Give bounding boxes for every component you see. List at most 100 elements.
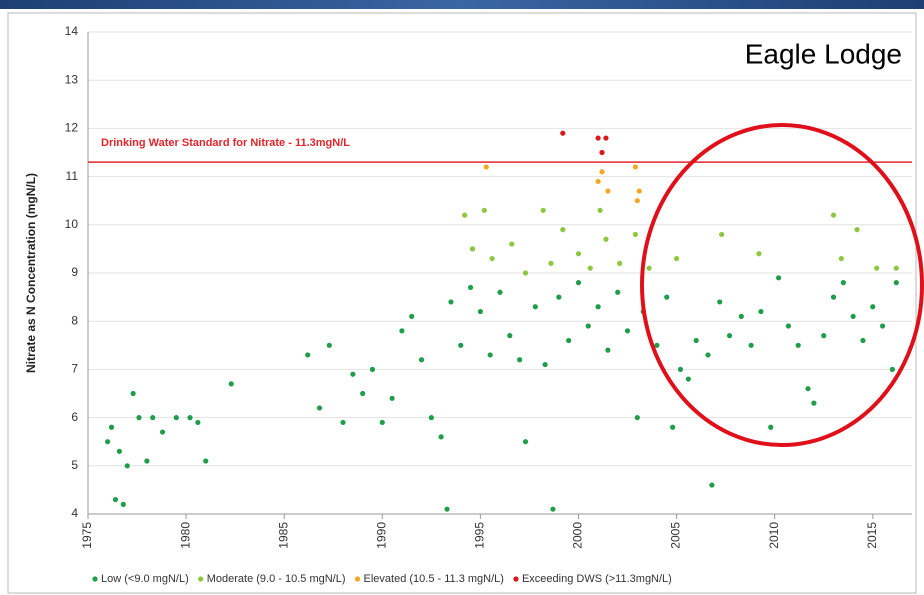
data-point <box>709 482 715 488</box>
data-point <box>409 313 415 319</box>
legend: Low (<9.0 mgN/L) Moderate (9.0 - 10.5 mgN… <box>92 573 672 585</box>
y-tick-label: 14 <box>65 24 79 38</box>
data-point <box>664 294 670 300</box>
data-point <box>305 352 311 358</box>
legend-swatch <box>92 576 98 582</box>
y-tick-label: 5 <box>71 458 78 472</box>
data-point <box>522 270 529 276</box>
y-tick-label: 10 <box>65 217 79 231</box>
data-point <box>560 130 566 136</box>
data-point <box>830 212 837 218</box>
data-point <box>595 178 601 185</box>
data-point <box>795 342 801 348</box>
data-point <box>428 415 434 421</box>
data-point <box>360 390 366 397</box>
data-point <box>509 241 515 247</box>
data-point <box>785 323 792 329</box>
data-point <box>326 342 332 348</box>
data-point <box>340 419 346 426</box>
data-point <box>587 265 593 271</box>
data-point <box>870 304 876 310</box>
highlight-circle <box>640 123 924 447</box>
data-point <box>540 207 546 213</box>
data-point <box>617 260 623 266</box>
data-point <box>462 212 468 218</box>
data-point <box>120 501 126 507</box>
x-tick-label: 1995 <box>473 522 487 549</box>
data-point <box>575 280 582 286</box>
data-point <box>717 299 723 305</box>
data-point <box>756 251 762 257</box>
data-point <box>438 434 444 440</box>
legend-label: Elevated (10.5 - 11.3 mgN/L) <box>364 573 504 585</box>
x-tick-label: 1990 <box>374 522 388 549</box>
data-point <box>634 415 640 421</box>
legend-label: Exceeding DWS (>11.3mgN/L) <box>522 573 672 585</box>
data-point <box>550 506 556 512</box>
data-point <box>130 390 136 397</box>
data-point <box>874 265 880 271</box>
data-point <box>748 342 754 348</box>
data-point <box>673 255 680 262</box>
data-point <box>811 400 817 406</box>
y-axis-label: Nitrate as N Concentration (mgN/L) <box>24 173 38 373</box>
data-point <box>805 386 811 392</box>
data-point <box>532 304 538 310</box>
legend-swatch <box>354 576 361 582</box>
header-bar <box>0 0 924 9</box>
annotation: Drinking Water Standard for Nitrate - 11… <box>101 137 350 149</box>
data-point <box>517 357 523 363</box>
data-point <box>144 458 150 464</box>
data-point <box>603 135 609 141</box>
data-point <box>418 357 425 363</box>
data-point <box>738 313 744 319</box>
data-point <box>693 337 699 344</box>
data-point <box>108 424 115 430</box>
data-point <box>879 323 886 329</box>
data-point <box>487 352 493 358</box>
data-point <box>124 463 130 469</box>
data-point <box>469 246 476 252</box>
data-point <box>889 366 895 372</box>
x-tick-label: 2010 <box>767 522 781 549</box>
data-point <box>775 275 782 281</box>
legend-swatch <box>513 576 519 582</box>
marks <box>88 130 912 512</box>
x-tick-label: 2015 <box>865 522 879 549</box>
y-tick-label: 4 <box>71 506 78 520</box>
data-point <box>821 333 827 339</box>
data-point <box>136 415 142 421</box>
chart-title: Eagle Lodge <box>745 38 902 69</box>
data-point <box>203 458 209 464</box>
data-point <box>350 371 356 377</box>
data-point <box>605 347 611 353</box>
y-tick-label: 12 <box>65 121 79 135</box>
data-point <box>758 308 764 315</box>
legend-label: Moderate (9.0 - 10.5 mgN/L) <box>207 573 346 585</box>
legend-label: Low (<9.0 mgN/L) <box>101 573 189 585</box>
data-point <box>483 164 489 170</box>
y-tick-label: 11 <box>66 169 79 183</box>
data-point <box>458 342 464 348</box>
data-point <box>636 188 642 194</box>
data-point <box>112 496 119 503</box>
data-point <box>838 255 844 262</box>
data-point <box>860 337 866 344</box>
data-point <box>522 439 529 445</box>
data-point <box>634 198 640 204</box>
data-point <box>599 169 605 175</box>
data-point <box>654 342 660 348</box>
data-point <box>105 439 111 445</box>
data-point <box>615 289 621 295</box>
data-point <box>585 323 591 329</box>
data-point <box>507 333 513 339</box>
data-point <box>316 405 323 411</box>
data-point <box>595 304 601 310</box>
data-point <box>595 135 601 141</box>
data-point <box>477 308 483 315</box>
data-point <box>705 352 711 358</box>
data-point <box>195 419 201 426</box>
data-point <box>597 207 603 213</box>
data-point <box>670 424 676 430</box>
